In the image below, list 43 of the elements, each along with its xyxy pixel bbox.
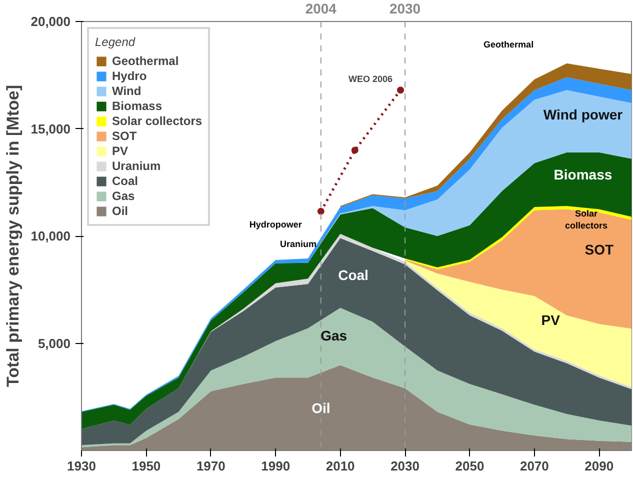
y-tick-label: 15,000 <box>30 121 71 136</box>
legend-label: Solar collectors <box>112 114 202 128</box>
annotation: Uranium <box>280 238 317 249</box>
x-tick-label: 1950 <box>132 458 161 474</box>
y-tick-label: 5,000 <box>38 336 71 351</box>
annotation: Gas <box>320 327 348 344</box>
legend-label: SOT <box>112 129 137 143</box>
x-tick-label: 2030 <box>390 458 420 474</box>
legend-title: Legend <box>95 35 136 49</box>
y-tick-label: 20,000 <box>30 14 71 29</box>
legend-label: Coal <box>112 174 138 188</box>
x-tick-label: 1930 <box>67 458 96 474</box>
annotation: Wind power <box>543 106 624 122</box>
legend-label: Gas <box>112 189 135 203</box>
legend-label: Oil <box>112 204 130 218</box>
legend-label: Wind <box>112 84 142 98</box>
legend-label: Uranium <box>112 159 161 173</box>
annotation: Geothermal <box>484 39 534 50</box>
annotation: SOT <box>584 241 614 258</box>
y-tick-label: 10,000 <box>30 228 71 244</box>
x-tick-label: 2070 <box>520 458 549 474</box>
x-tick-label: 1990 <box>261 458 290 474</box>
annotation: Biomass <box>554 166 612 182</box>
y-axis-title: Total primary energy supply in [Mtoe] <box>4 85 23 387</box>
annotation: Hydropower <box>249 220 302 230</box>
legend-label: Biomass <box>112 99 162 113</box>
point <box>351 146 358 154</box>
x-tick-label: 2050 <box>455 458 484 474</box>
ref-line-label: 2004 <box>305 0 337 16</box>
x-tick-label: 2010 <box>326 458 355 474</box>
legend-label: Hydro <box>112 69 147 83</box>
series-label: WEO 2006 <box>348 74 393 84</box>
annotation: Solar collectors <box>564 208 608 231</box>
annotation: PV <box>541 312 561 328</box>
ref-line-label: 2030 <box>389 0 421 16</box>
point <box>317 208 324 215</box>
legend-label: PV <box>112 144 130 158</box>
annotation: Coal <box>338 267 368 284</box>
legend-label: Geothermal <box>112 54 179 68</box>
x-tick-label: 1970 <box>196 458 226 474</box>
point <box>397 86 404 94</box>
x-tick-label: 2090 <box>584 458 614 474</box>
annotation: Oil <box>312 400 330 416</box>
